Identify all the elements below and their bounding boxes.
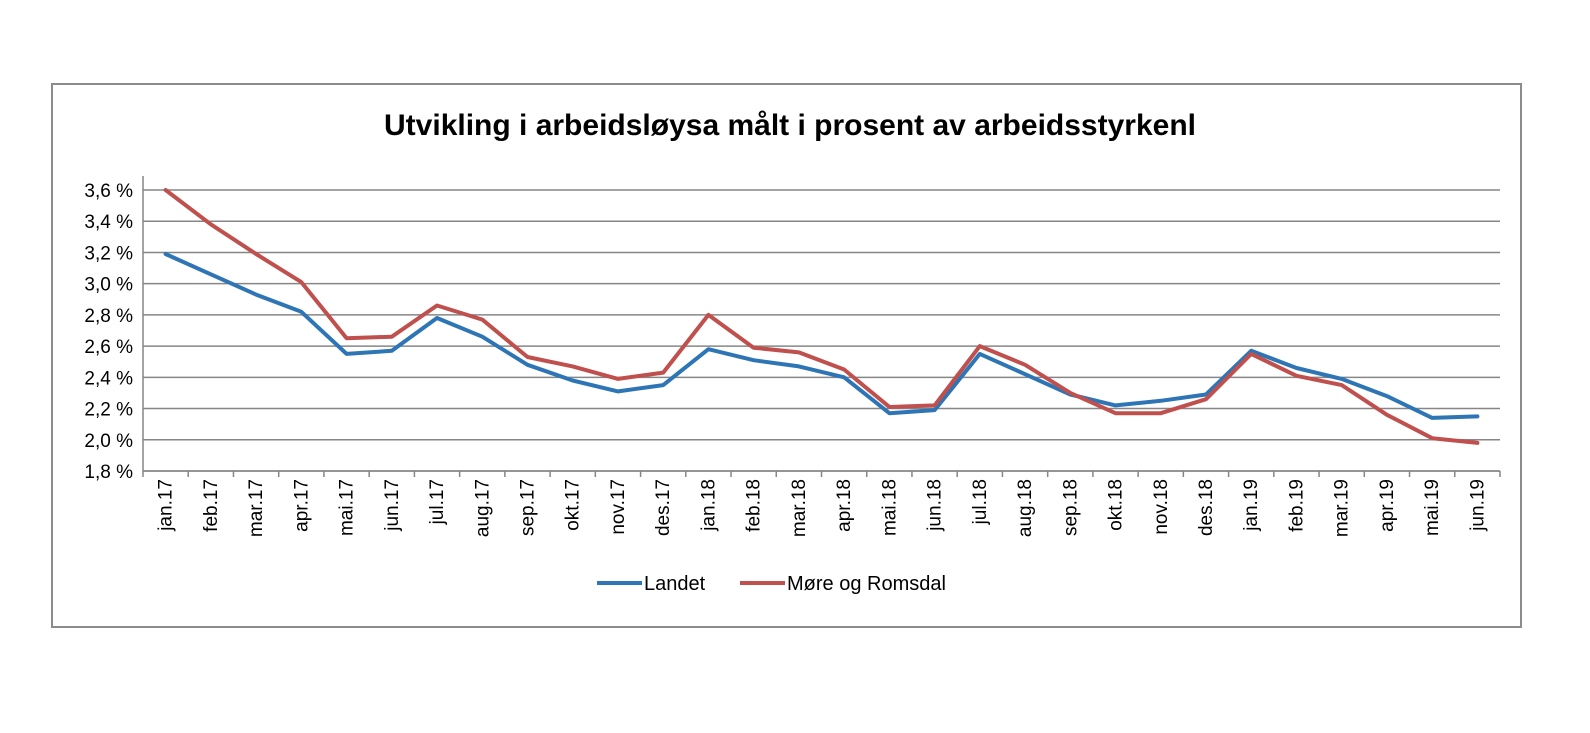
series-line-0 xyxy=(163,252,1480,420)
x-tick-label: jul.17 xyxy=(427,479,448,525)
x-tick-label: jun.17 xyxy=(382,479,403,532)
x-tick-label: sep.17 xyxy=(517,479,538,536)
x-tick-label: feb.19 xyxy=(1286,479,1307,532)
x-tick-label: feb.17 xyxy=(201,479,222,532)
series-line-1 xyxy=(163,188,1480,445)
x-tick-label: mai.18 xyxy=(879,479,900,536)
x-tick-label: feb.18 xyxy=(744,479,765,532)
gridlines xyxy=(143,189,1500,472)
x-tick-label: mar.18 xyxy=(789,479,810,537)
x-tick-label: mar.19 xyxy=(1332,479,1353,537)
x-tick-label: aug.17 xyxy=(472,479,493,537)
axes xyxy=(142,176,1501,477)
x-tick-label: jan.18 xyxy=(698,479,719,532)
x-tick-label: jul.18 xyxy=(970,479,991,525)
legend: Landet Møre og Romsdal xyxy=(597,573,946,595)
x-tick-label: des.18 xyxy=(1196,479,1217,536)
x-tick-label: sep.18 xyxy=(1060,479,1081,536)
y-tick-label: 2,6 % xyxy=(84,337,133,358)
x-tick-label: aug.18 xyxy=(1015,479,1036,537)
series-lines xyxy=(163,188,1480,445)
y-tick-label: 3,4 % xyxy=(84,212,133,233)
x-tick-label: jun.18 xyxy=(925,479,946,532)
x-axis-tick-labels: jan.17 feb.17 mar.17 apr.17 mai.17 jun.17 jul.… xyxy=(156,479,1489,537)
x-tick-label: jan.19 xyxy=(1241,479,1262,532)
y-tick-label: 2,8 % xyxy=(84,306,133,327)
chart-title: Utvikling i arbeidsløysa målt i prosent … xyxy=(384,109,1196,142)
x-tick-label: okt.17 xyxy=(563,479,584,531)
x-tick-label: apr.17 xyxy=(291,479,312,532)
x-tick-label: mai.19 xyxy=(1422,479,1443,536)
y-tick-label: 2,4 % xyxy=(84,368,133,389)
x-tick-label: jan.17 xyxy=(156,479,177,532)
x-tick-label: okt.18 xyxy=(1106,479,1127,531)
legend-label-0: Landet xyxy=(644,573,706,595)
x-tick-label: apr.19 xyxy=(1377,479,1398,532)
y-tick-label: 1,8 % xyxy=(84,462,133,483)
y-tick-label: 2,0 % xyxy=(84,431,133,452)
x-tick-label: des.17 xyxy=(653,479,674,536)
y-tick-label: 2,2 % xyxy=(84,400,133,421)
y-tick-label: 3,6 % xyxy=(84,181,133,202)
x-tick-label: apr.18 xyxy=(834,479,855,532)
x-tick-label: jun.19 xyxy=(1467,479,1488,532)
chart-frame xyxy=(51,83,1522,628)
x-tick-label: nov.17 xyxy=(608,479,629,535)
x-tick-label: mar.17 xyxy=(246,479,267,537)
x-tick-label: mai.17 xyxy=(337,479,358,536)
y-tick-label: 3,2 % xyxy=(84,243,133,264)
legend-label-1: Møre og Romsdal xyxy=(787,573,946,595)
y-axis-tick-labels: 1,8 % 2,0 % 2,2 % 2,4 % 2,6 % 2,8 % 3,0 % 3,2 %… xyxy=(84,181,133,483)
y-tick-label: 3,0 % xyxy=(84,275,133,296)
x-tick-label: nov.18 xyxy=(1151,479,1172,535)
